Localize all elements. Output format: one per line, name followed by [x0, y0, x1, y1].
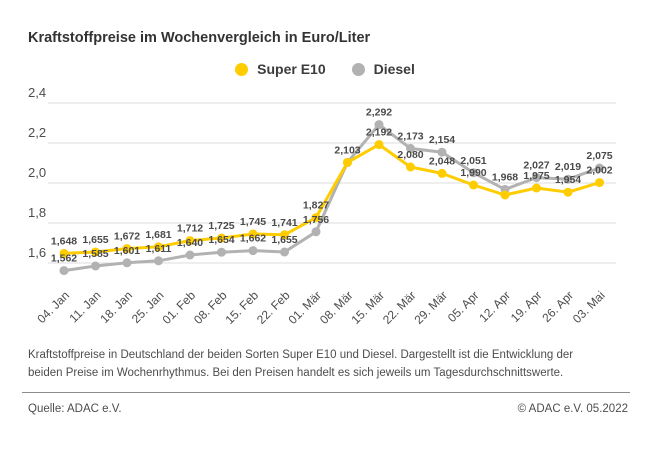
svg-text:25. Jan: 25. Jan	[129, 288, 167, 326]
svg-text:2,4: 2,4	[28, 85, 46, 100]
svg-text:05. Apr: 05. Apr	[445, 288, 482, 325]
svg-text:2,080: 2,080	[397, 149, 423, 161]
footer-source-row: Quelle: ADAC e.V. © ADAC e.V. 05.2022	[28, 403, 628, 415]
svg-text:1,585: 1,585	[82, 248, 108, 260]
svg-text:19. Apr: 19. Apr	[508, 288, 545, 325]
super-e10-dot-icon	[235, 62, 249, 76]
svg-text:2,292: 2,292	[366, 107, 392, 119]
svg-text:15. Mär: 15. Mär	[348, 288, 387, 327]
svg-text:2,027: 2,027	[523, 160, 549, 172]
svg-text:1,8: 1,8	[28, 205, 46, 220]
source-text: Quelle: ADAC e.V.	[28, 403, 122, 415]
svg-text:1,968: 1,968	[492, 171, 518, 183]
svg-text:12. Apr: 12. Apr	[476, 288, 513, 325]
svg-text:18. Jan: 18. Jan	[97, 288, 135, 326]
svg-text:1,662: 1,662	[240, 233, 266, 245]
svg-text:1,562: 1,562	[51, 253, 77, 265]
svg-text:2,0: 2,0	[28, 165, 46, 180]
footer-divider	[22, 392, 630, 393]
svg-text:11. Jan: 11. Jan	[67, 288, 104, 325]
svg-text:26. Apr: 26. Apr	[539, 288, 576, 325]
svg-text:1,601: 1,601	[114, 245, 140, 257]
legend-label-super-e10: Super E10	[257, 61, 326, 77]
svg-text:1,712: 1,712	[177, 223, 203, 235]
svg-text:1,6: 1,6	[28, 245, 46, 260]
legend-item-diesel: Diesel	[351, 61, 415, 77]
svg-text:22. Mär: 22. Mär	[380, 288, 419, 327]
svg-text:1,990: 1,990	[460, 167, 486, 179]
svg-text:2,192: 2,192	[366, 127, 392, 139]
svg-text:04. Jan: 04. Jan	[34, 288, 72, 326]
svg-text:1,827: 1,827	[303, 200, 329, 212]
svg-text:2,002: 2,002	[586, 165, 612, 177]
svg-text:08. Mär: 08. Mär	[317, 288, 356, 327]
svg-text:03. Mai: 03. Mai	[570, 288, 608, 326]
svg-text:1,611: 1,611	[146, 243, 172, 255]
svg-text:1,745: 1,745	[240, 216, 266, 228]
svg-text:1,640: 1,640	[177, 237, 203, 249]
svg-text:15. Feb: 15. Feb	[222, 288, 261, 327]
svg-text:2,075: 2,075	[586, 150, 612, 162]
svg-text:2,051: 2,051	[460, 155, 486, 167]
svg-text:22. Feb: 22. Feb	[254, 288, 293, 327]
svg-text:29. Mär: 29. Mär	[411, 288, 450, 327]
svg-text:2,048: 2,048	[429, 155, 455, 167]
svg-text:1,672: 1,672	[114, 231, 140, 243]
svg-text:01. Mär: 01. Mär	[285, 288, 324, 327]
svg-text:1,654: 1,654	[208, 234, 234, 246]
diesel-dot-icon	[351, 62, 365, 76]
svg-text:1,954: 1,954	[555, 174, 581, 186]
chart-legend: Super E10 Diesel	[0, 61, 650, 77]
svg-text:2,2: 2,2	[28, 125, 46, 140]
legend-label-diesel: Diesel	[373, 61, 415, 77]
svg-text:08. Feb: 08. Feb	[191, 288, 230, 327]
svg-text:1,756: 1,756	[303, 214, 329, 226]
svg-text:1,725: 1,725	[208, 220, 234, 232]
svg-text:1,655: 1,655	[82, 234, 108, 246]
svg-text:1,975: 1,975	[523, 170, 549, 182]
svg-text:1,741: 1,741	[271, 217, 297, 229]
copyright-text: © ADAC e.V. 05.2022	[517, 403, 628, 415]
chart-description: Kraftstoffpreise in Deutschland der beid…	[28, 349, 574, 379]
page-title: Kraftstoffpreise im Wochenvergleich in E…	[28, 30, 371, 46]
svg-text:2,173: 2,173	[397, 130, 423, 142]
svg-text:1,681: 1,681	[145, 229, 171, 241]
legend-item-super-e10: Super E10	[235, 61, 326, 77]
svg-text:01. Feb: 01. Feb	[159, 288, 198, 327]
svg-text:1,648: 1,648	[51, 235, 77, 247]
svg-text:2,103: 2,103	[334, 144, 360, 156]
svg-text:1,655: 1,655	[271, 234, 297, 246]
svg-text:2,019: 2,019	[555, 161, 581, 173]
svg-text:2,154: 2,154	[429, 134, 455, 146]
